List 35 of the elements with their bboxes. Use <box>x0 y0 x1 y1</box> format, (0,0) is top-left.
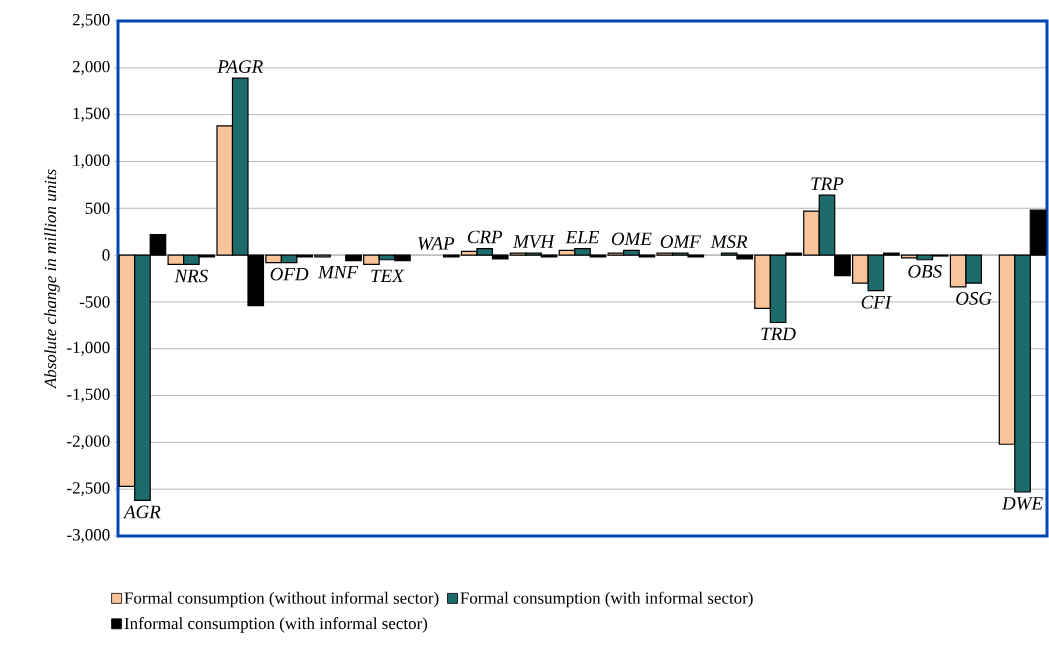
x-tick-label: MSR <box>710 235 748 249</box>
y-tick-label: 0 <box>102 249 110 261</box>
x-tick-label: CRP <box>467 230 503 244</box>
y-tick-label: 2,500 <box>72 14 110 28</box>
legend-label: Formal consumption (with informal sector) <box>460 591 753 608</box>
y-tick-label: -2,500 <box>67 482 110 497</box>
x-tick-label: WAP <box>418 237 455 250</box>
y-tick-label: -1,000 <box>67 341 110 356</box>
x-tick-label: MNF <box>317 265 359 279</box>
x-tick-label: OME <box>611 232 652 246</box>
x-tick-label: TEX <box>371 269 405 283</box>
y-tick-label: -1,500 <box>67 388 110 403</box>
x-tick-label: CFI <box>861 295 892 309</box>
x-tick-label: NRS <box>174 269 208 283</box>
x-tick-label: MVH <box>512 235 555 249</box>
x-tick-label: AGR <box>123 505 161 519</box>
y-tick-label: 2,000 <box>72 60 110 75</box>
y-axis-title: Absolute change in million units <box>44 169 60 390</box>
y-tick-label: -2,000 <box>67 435 110 450</box>
legend-label: Informal consumption (with informal sector) <box>124 617 428 633</box>
x-tick-label: TRD <box>761 327 796 341</box>
y-tick-label: -3,000 <box>67 529 110 543</box>
y-tick-label: 1,500 <box>73 107 110 122</box>
x-tick-label: ELE <box>565 230 600 244</box>
x-tick-label: DWE <box>1001 497 1043 510</box>
x-tick-label: OMF <box>660 235 701 249</box>
y-tick-label: 1,000 <box>73 154 110 169</box>
x-tick-label: OBS <box>908 264 942 278</box>
x-tick-label: TRP <box>811 177 844 190</box>
x-tick-label: OFD <box>270 267 309 281</box>
y-tick-label: 500 <box>85 202 110 214</box>
x-tick-label: OSG <box>956 292 992 305</box>
legend-label: Formal consumption (without informal sector) <box>124 591 439 608</box>
x-tick-label: PAGR <box>217 60 263 73</box>
y-tick-label: -500 <box>79 296 110 308</box>
